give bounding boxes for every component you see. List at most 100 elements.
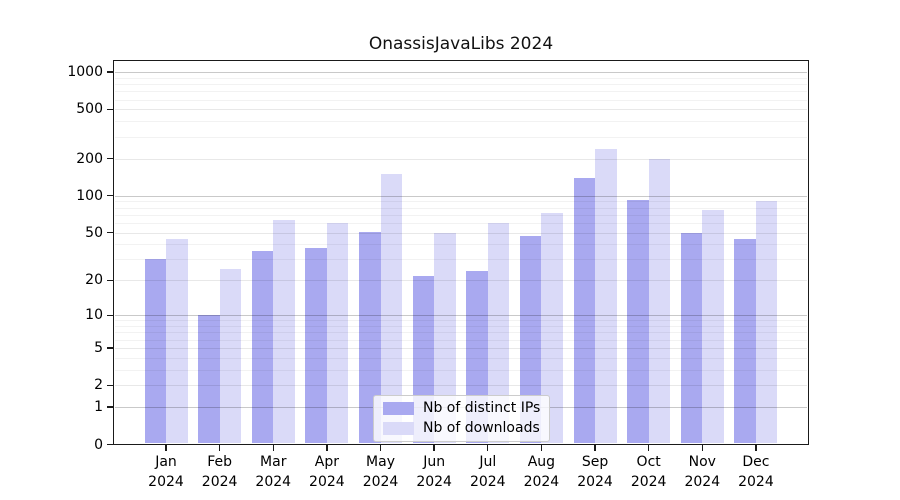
x-tick-mark: [647, 445, 650, 451]
gridline-minor: [115, 201, 807, 203]
legend-label-distinct-ips: Nb of distinct IPs: [423, 400, 541, 416]
x-tick-mark: [540, 445, 543, 451]
gridline: [115, 347, 807, 349]
x-tick-label-dec: Dec 2024: [738, 454, 774, 490]
bar-downloads-may: [380, 174, 403, 444]
bar-distinct-ips-oct: [627, 199, 649, 444]
y-tick-mark: [107, 406, 113, 408]
bar-distinct-ips-aug: [519, 235, 542, 444]
x-tick-mark: [433, 445, 435, 451]
bar-distinct-ips-sep: [573, 177, 596, 444]
y-tick-mark: [107, 108, 113, 111]
y-tick-mark: [107, 279, 113, 282]
gridline-minor: [115, 222, 807, 224]
bar-distinct-ips-feb: [198, 315, 220, 444]
gridline-minor: [115, 91, 807, 93]
y-tick-mark: [107, 443, 113, 446]
x-tick-label-jun: Jun 2024: [416, 454, 452, 490]
gridline-minor: [115, 357, 807, 359]
y-tick-mark: [107, 195, 113, 197]
gridline-major: [115, 195, 807, 197]
y-tick-label: 1000: [67, 64, 103, 81]
x-tick-label-jul: Jul 2024: [469, 454, 506, 490]
y-tick-label: 20: [85, 272, 103, 289]
legend-item-distinct-ips: Nb of distinct IPs: [383, 401, 540, 416]
y-tick-label: 500: [76, 101, 103, 118]
bar-distinct-ips-dec: [734, 239, 756, 444]
x-tick-mark: [594, 445, 596, 451]
bar-downloads-oct: [648, 158, 671, 444]
bar-downloads-jan: [166, 239, 188, 444]
x-tick-label-jan: Jan 2024: [148, 454, 184, 490]
bar-distinct-ips-jan: [144, 259, 166, 444]
x-tick-label-may: May 2024: [362, 454, 399, 490]
y-tick-label: 10: [85, 307, 103, 324]
legend-label-downloads: Nb of downloads: [423, 420, 540, 436]
bar-downloads-feb: [219, 268, 242, 444]
gridline-minor: [115, 121, 807, 123]
gridline-minor: [115, 214, 807, 216]
gridline-minor: [115, 77, 807, 79]
gridline-major: [115, 315, 807, 317]
legend-swatch-distinct-ips: [383, 402, 414, 415]
x-tick-label-feb: Feb 2024: [201, 454, 238, 490]
gridline: [115, 385, 807, 387]
bar-downloads-aug: [541, 213, 563, 444]
legend: Nb of distinct IPs Nb of downloads: [373, 395, 551, 442]
bar-downloads-nov: [702, 209, 724, 444]
y-tick-mark: [107, 347, 113, 349]
bar-distinct-ips-nov: [680, 232, 703, 444]
gridline-minor: [115, 259, 807, 261]
gridline: [115, 158, 807, 160]
gridline-minor: [115, 326, 807, 328]
y-tick-mark: [107, 384, 113, 386]
y-tick-label: 2: [94, 377, 103, 394]
bar-downloads-jul: [487, 222, 510, 444]
y-tick-label: 5: [94, 339, 103, 356]
bar-downloads-apr: [326, 222, 349, 444]
gridline-minor: [115, 320, 807, 322]
bar-downloads-jun: [434, 232, 456, 444]
y-tick-label: 0: [94, 436, 103, 453]
x-tick-mark: [701, 445, 703, 451]
bar-distinct-ips-mar: [251, 251, 274, 444]
gridline-minor: [115, 136, 807, 138]
legend-item-downloads: Nb of downloads: [383, 421, 540, 436]
x-tick-mark: [326, 445, 328, 451]
bar-downloads-mar: [273, 219, 295, 444]
gridline-minor: [115, 244, 807, 246]
x-tick-label-sep: Sep 2024: [577, 454, 613, 490]
gridline: [115, 109, 807, 111]
gridline-major: [115, 72, 807, 74]
gridline: [115, 232, 807, 234]
gridline-minor: [115, 99, 807, 101]
gridline: [115, 280, 807, 282]
gridline-minor: [115, 339, 807, 341]
legend-swatch-downloads: [383, 422, 414, 435]
x-tick-label-aug: Aug 2024: [523, 454, 560, 490]
x-tick-label-apr: Apr 2024: [309, 454, 345, 490]
y-tick-label: 50: [85, 224, 103, 241]
x-tick-mark: [272, 445, 274, 451]
gridline-minor: [115, 84, 807, 86]
gridline-minor: [115, 207, 807, 209]
gridline-minor: [115, 332, 807, 334]
x-tick-mark: [487, 445, 489, 451]
y-tick-mark: [107, 71, 113, 73]
x-tick-mark: [379, 445, 382, 451]
bar-downloads-dec: [755, 200, 778, 444]
y-tick-mark: [107, 158, 113, 160]
gridline-minor: [115, 369, 807, 371]
x-tick-label-mar: Mar 2024: [255, 454, 292, 490]
y-tick-label: 200: [76, 150, 103, 167]
x-tick-label-oct: Oct 2024: [630, 454, 667, 490]
x-tick-label-nov: Nov 2024: [684, 454, 721, 490]
y-tick-mark: [107, 314, 113, 316]
x-tick-mark: [218, 445, 221, 451]
bar-downloads-sep: [595, 148, 617, 444]
y-tick-mark: [107, 231, 113, 234]
chart-title: OnassisJavaLibs 2024: [368, 34, 554, 54]
x-tick-mark: [755, 445, 757, 451]
x-tick-mark: [165, 445, 167, 451]
